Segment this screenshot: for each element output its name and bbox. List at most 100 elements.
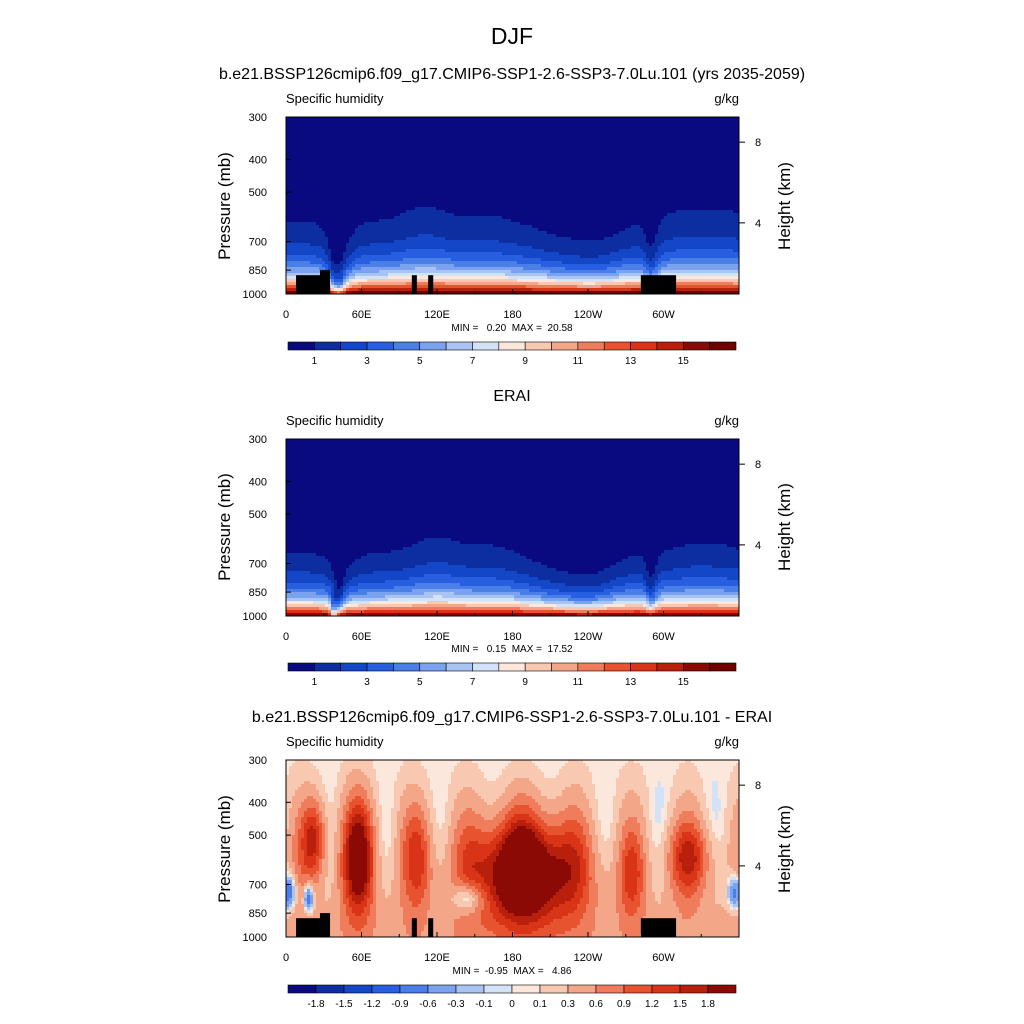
colorbar-box bbox=[314, 341, 342, 351]
colorbar-box bbox=[498, 341, 526, 351]
colorbar-box bbox=[539, 984, 569, 994]
colorbar-box bbox=[472, 341, 500, 351]
terrain-block bbox=[411, 275, 417, 294]
colorbar-box bbox=[419, 341, 447, 351]
colorbar-label: 0.9 bbox=[617, 999, 631, 1010]
colorbar-label: 7 bbox=[470, 356, 476, 367]
terrain-block bbox=[319, 270, 331, 294]
x-tick-label: 60E bbox=[352, 952, 372, 964]
colorbar-label: 5 bbox=[417, 677, 423, 688]
colorbar-label: -1.8 bbox=[307, 999, 325, 1010]
colorbar-label: -1.5 bbox=[335, 999, 353, 1010]
x-tick-label: 0 bbox=[283, 952, 289, 964]
y-tick-label: 500 bbox=[249, 509, 267, 521]
x-tick-label: 60W bbox=[652, 309, 675, 321]
colorbar-box bbox=[709, 662, 737, 672]
x-tick-label: 120E bbox=[424, 952, 450, 964]
y-tick-label: 400 bbox=[249, 154, 267, 166]
colorbar-label: 0.6 bbox=[589, 999, 603, 1010]
colorbar-box bbox=[630, 662, 658, 672]
terrain-block bbox=[640, 275, 677, 294]
terrain-block bbox=[319, 913, 331, 937]
colorbar-box bbox=[623, 984, 653, 994]
colorbar-label: 11 bbox=[573, 677, 584, 688]
colorbar-box bbox=[656, 662, 684, 672]
colorbar-box bbox=[577, 662, 605, 672]
colorbar-label: 13 bbox=[625, 677, 637, 688]
colorbar-box bbox=[651, 984, 681, 994]
colorbar-label: 1.8 bbox=[701, 999, 715, 1010]
y-axis-label: Pressure (mb) bbox=[215, 152, 234, 260]
y2-axis-label: Height (km) bbox=[775, 162, 794, 250]
y-tick-label: 1000 bbox=[243, 611, 267, 623]
terrain-block bbox=[296, 918, 327, 937]
y2-tick-label: 8 bbox=[755, 137, 761, 149]
panel-title: ERAI bbox=[493, 388, 530, 405]
y-tick-label: 400 bbox=[249, 476, 267, 488]
y2-tick-label: 4 bbox=[755, 540, 761, 552]
colorbar-box bbox=[314, 662, 342, 672]
colorbar-box bbox=[709, 341, 737, 351]
x-tick-label: 120E bbox=[424, 309, 450, 321]
colorbar-label: 0 bbox=[509, 999, 515, 1010]
terrain-block bbox=[411, 918, 417, 937]
colorbar-box bbox=[603, 341, 631, 351]
panel-obs: ERAI Specific humidity g/kg 0 60E 120E 180 1… bbox=[215, 388, 794, 688]
colorbar-box bbox=[427, 984, 457, 994]
colorbar-label: 13 bbox=[625, 356, 637, 367]
colorbar-box bbox=[679, 984, 709, 994]
y-tick-label: 1000 bbox=[243, 289, 267, 301]
colorbar-box bbox=[567, 984, 597, 994]
contour-fill bbox=[286, 117, 740, 295]
colorbar: 1 3 5 7 9 11 13 15 bbox=[287, 662, 737, 688]
contour-plot: 0 60E 120E 180 120W 60W 300 400 500 700 850 1000 8 4 bbox=[243, 112, 762, 321]
terrain-block bbox=[428, 275, 434, 294]
colorbar-box bbox=[393, 341, 421, 351]
colorbar-box bbox=[577, 341, 605, 351]
x-tick-label: 60W bbox=[652, 631, 675, 643]
colorbar-box bbox=[682, 662, 710, 672]
y-tick-label: 500 bbox=[249, 187, 267, 199]
y2-tick-label: 4 bbox=[755, 218, 761, 230]
y2-axis-label: Height (km) bbox=[775, 805, 794, 893]
colorbar-box bbox=[340, 341, 368, 351]
y-axis-label: Pressure (mb) bbox=[215, 473, 234, 581]
y-tick-label: 500 bbox=[249, 830, 267, 842]
terrain-mask bbox=[296, 913, 677, 937]
colorbar-label: 7 bbox=[470, 677, 476, 688]
variable-label: Specific humidity bbox=[286, 734, 384, 749]
y-tick-label: 400 bbox=[249, 797, 267, 809]
colorbar-box bbox=[393, 662, 421, 672]
colorbar-box bbox=[707, 984, 737, 994]
y-tick-label: 300 bbox=[249, 434, 267, 446]
terrain-block bbox=[640, 918, 677, 937]
y-axis-label: Pressure (mb) bbox=[215, 795, 234, 903]
panel-model: b.e21.BSSP126cmip6.f09_g17.CMIP6-SSP1-2.… bbox=[215, 66, 805, 367]
colorbar-box bbox=[371, 984, 401, 994]
colorbar-box bbox=[419, 662, 447, 672]
min-max-stats: MIN = 0.15 MAX = 17.52 bbox=[451, 644, 573, 655]
units-label: g/kg bbox=[714, 91, 739, 106]
colorbar-box bbox=[287, 662, 315, 672]
x-tick-label: 0 bbox=[283, 309, 289, 321]
x-tick-label: 180 bbox=[503, 631, 521, 643]
colorbar-label: 1 bbox=[312, 356, 318, 367]
colorbar-label: 9 bbox=[522, 677, 528, 688]
y2-tick-label: 8 bbox=[755, 459, 761, 471]
x-tick-label: 120W bbox=[574, 631, 603, 643]
x-tick-label: 180 bbox=[503, 952, 521, 964]
terrain-mask bbox=[296, 270, 677, 294]
figure-title: DJF bbox=[491, 23, 533, 49]
colorbar-box bbox=[366, 341, 394, 351]
contour-plot: 0 60E 120E 180 120W 60W 300 400 500 700 850 1000 8 4 bbox=[243, 434, 762, 643]
colorbar-box bbox=[498, 662, 526, 672]
min-max-stats: MIN = -0.95 MAX = 4.86 bbox=[453, 966, 572, 977]
colorbar-box bbox=[366, 662, 394, 672]
y-tick-label: 850 bbox=[249, 265, 267, 277]
colorbar-box bbox=[524, 662, 552, 672]
x-tick-label: 0 bbox=[283, 631, 289, 643]
y-tick-label: 300 bbox=[249, 112, 267, 124]
colorbar-label: 3 bbox=[364, 677, 370, 688]
colorbar-label: -0.1 bbox=[475, 999, 493, 1010]
